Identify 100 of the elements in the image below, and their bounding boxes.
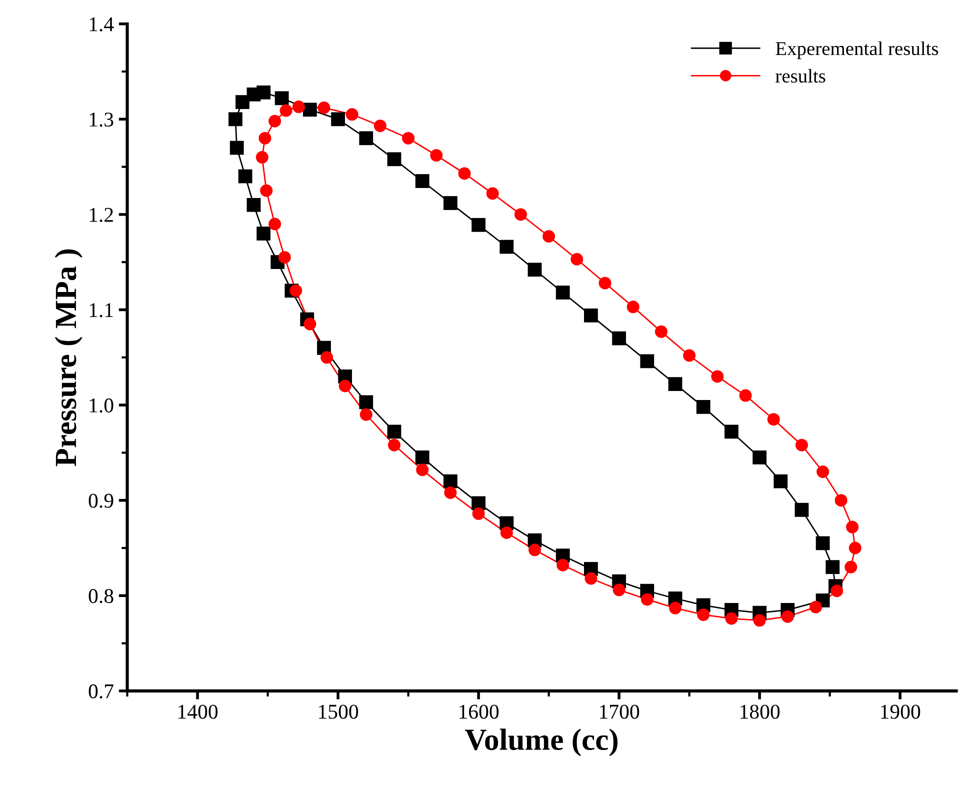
x-tick-label: 1800: [740, 704, 780, 719]
point: [415, 450, 430, 464]
point: [260, 184, 273, 197]
point: [443, 474, 458, 488]
point: [458, 167, 471, 180]
point: [794, 502, 809, 517]
point: [268, 114, 282, 128]
point: [302, 102, 317, 117]
point: [338, 380, 352, 392]
point: [514, 208, 527, 221]
point: [500, 526, 513, 539]
point: [268, 218, 282, 230]
point: [781, 610, 794, 623]
point: [830, 584, 844, 598]
point: [238, 169, 252, 184]
point: [528, 544, 541, 556]
point: [318, 101, 330, 114]
point: [304, 318, 316, 330]
point: [752, 450, 767, 464]
point: [359, 131, 374, 146]
point: [584, 308, 598, 322]
point: [696, 400, 710, 414]
y-tick-label: 0.7: [88, 684, 114, 698]
point: [810, 600, 822, 614]
point: [640, 354, 654, 368]
y-axis-title: Pressure ( MPa ): [54, 249, 82, 466]
point: [711, 370, 724, 383]
point: [570, 253, 584, 266]
y-tick-label: 0.9: [88, 494, 114, 508]
y-tick-label: 1.1: [90, 303, 113, 318]
x-axis-title: Volume (cc): [465, 728, 618, 756]
point: [292, 100, 305, 114]
point: [246, 87, 261, 102]
point: [774, 474, 788, 488]
x-tick-label: 1500: [319, 704, 358, 719]
x-tick-label: 1600: [460, 704, 499, 719]
point: [724, 424, 738, 439]
point: [387, 152, 402, 166]
y-tick-label: 1.0: [90, 398, 114, 413]
point: [844, 560, 858, 574]
point: [274, 91, 289, 106]
point: [500, 240, 514, 254]
point: [612, 584, 626, 596]
point: [486, 187, 499, 200]
point: [739, 389, 752, 402]
point: [359, 395, 374, 410]
point: [683, 349, 696, 362]
legend-label: Experemental results: [776, 42, 938, 60]
point: [258, 132, 272, 144]
point: [331, 112, 345, 126]
point: [256, 151, 268, 164]
point: [826, 560, 840, 574]
point: [230, 140, 244, 155]
point: [228, 112, 242, 126]
point: [290, 284, 302, 297]
point: [725, 612, 738, 625]
point: [795, 438, 808, 452]
point: [612, 331, 626, 346]
point: [444, 486, 457, 499]
point: [767, 413, 780, 426]
point: [236, 95, 250, 109]
point: [472, 218, 486, 232]
point: [443, 196, 458, 210]
y-tick-label: 1.3: [90, 112, 114, 127]
point: [556, 286, 570, 300]
point: [669, 602, 682, 614]
legend-label: results: [776, 68, 826, 83]
point: [834, 494, 848, 507]
point: [848, 542, 862, 554]
point: [430, 149, 443, 162]
point: [697, 608, 710, 621]
point: [816, 466, 830, 478]
point: [256, 226, 270, 240]
point: [846, 520, 859, 534]
point: [387, 424, 402, 439]
point: [640, 593, 654, 606]
x-tick-label: 1400: [178, 704, 218, 719]
point: [654, 325, 668, 338]
x-tick-label: 1700: [600, 704, 640, 719]
y-tick-label: 1.2: [90, 208, 113, 222]
point: [472, 507, 485, 520]
x-tick-label: 1900: [881, 704, 920, 719]
point: [816, 536, 830, 550]
point: [416, 464, 429, 476]
point: [528, 262, 542, 277]
y-tick-label: 0.8: [88, 589, 114, 604]
y-tick-label: 1.4: [90, 17, 114, 32]
point: [753, 614, 766, 627]
point: [246, 198, 261, 212]
point: [542, 230, 556, 243]
point: [668, 377, 682, 392]
point: [280, 104, 292, 117]
point: [584, 572, 598, 585]
point: [360, 408, 372, 421]
point: [346, 108, 358, 121]
point: [626, 300, 640, 314]
point: [556, 558, 570, 572]
point: [374, 120, 386, 132]
point: [598, 276, 612, 290]
point: [278, 251, 291, 264]
